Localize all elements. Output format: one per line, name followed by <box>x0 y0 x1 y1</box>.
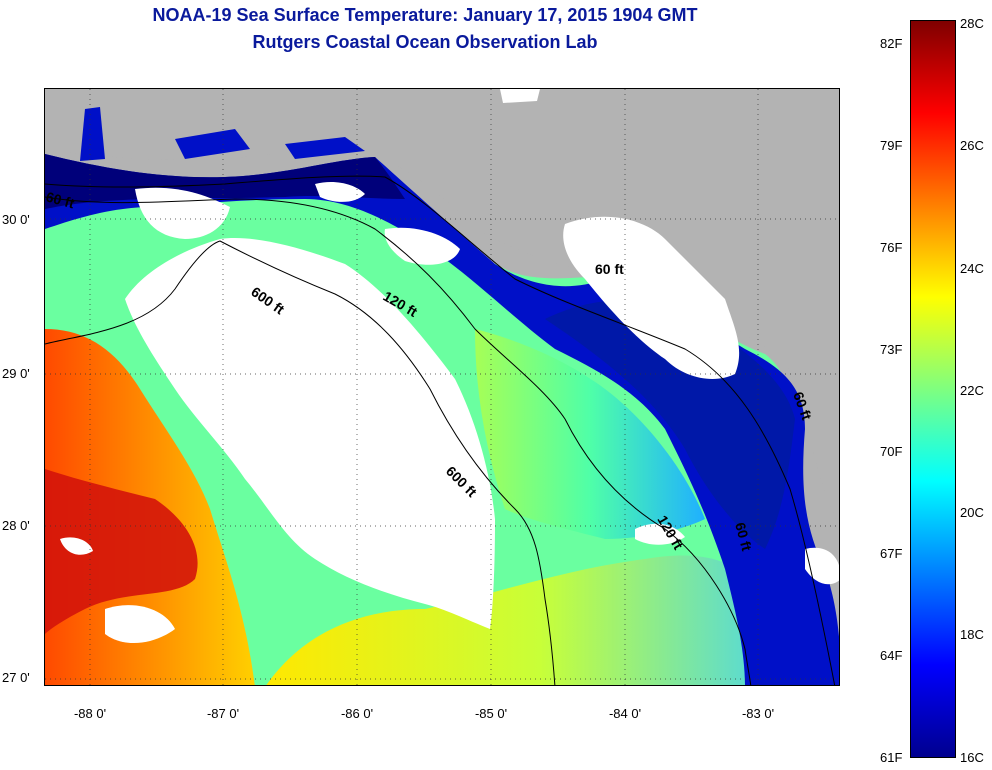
colorbar-label-79f: 79F <box>880 138 903 153</box>
south-band <box>266 555 814 685</box>
colorbar-label-64f: 64F <box>880 648 903 663</box>
colorbar-label-20c: 20C <box>960 505 984 520</box>
colorbar-label-61f: 61F <box>880 750 903 765</box>
land-mass <box>45 89 839 526</box>
colorbar-label-16c: 16C <box>960 750 984 765</box>
lat-label-30: 30 0' <box>2 212 30 227</box>
nearshore-deep-blue <box>45 154 405 209</box>
sst-map: 600 ft 120 ft 600 ft 120 ft 60 ft 60 ft … <box>44 88 840 686</box>
mobile-bay <box>80 107 105 161</box>
lon-label-88: -88 0' <box>73 706 107 721</box>
colorbar-label-67f: 67F <box>880 546 903 561</box>
colorbar-label-18c: 18C <box>960 627 984 642</box>
lon-label-85: -85 0' <box>474 706 508 721</box>
contour-label-60ft-bigbend: 60 ft <box>595 261 624 277</box>
pensacola-bay <box>175 129 250 159</box>
bathymetry-contours <box>45 175 836 685</box>
colorbar-label-22c: 22C <box>960 383 984 398</box>
temperature-colorbar <box>910 20 956 758</box>
hot-core <box>45 469 198 634</box>
cloud-cover <box>60 89 839 644</box>
lon-label-83: -83 0' <box>741 706 775 721</box>
lat-label-27: 27 0' <box>2 670 30 685</box>
colorbar-label-26c: 26C <box>960 138 984 153</box>
mid-shelf-water <box>475 329 705 539</box>
colorbar-label-24c: 24C <box>960 261 984 276</box>
colorbar-label-73f: 73F <box>880 342 903 357</box>
contour-label-60ft-southeast: 60 ft <box>732 521 755 553</box>
map-title: NOAA-19 Sea Surface Temperature: January… <box>152 5 698 25</box>
colorbar-label-28c: 28C <box>960 16 984 31</box>
lat-label-28: 28 0' <box>2 518 30 533</box>
lat-label-29: 29 0' <box>2 366 30 381</box>
choctawhatchee-bay <box>285 137 365 159</box>
lon-label-86: -86 0' <box>340 706 374 721</box>
colorbar-label-76f: 76F <box>880 240 903 255</box>
lon-label-84: -84 0' <box>608 706 642 721</box>
map-subtitle: Rutgers Coastal Ocean Observation Lab <box>252 32 598 52</box>
lon-label-87: -87 0' <box>206 706 240 721</box>
colorbar-label-82f: 82F <box>880 36 903 51</box>
colorbar-label-70f: 70F <box>880 444 903 459</box>
contour-label-60ft-west: 60 ft <box>45 188 76 211</box>
